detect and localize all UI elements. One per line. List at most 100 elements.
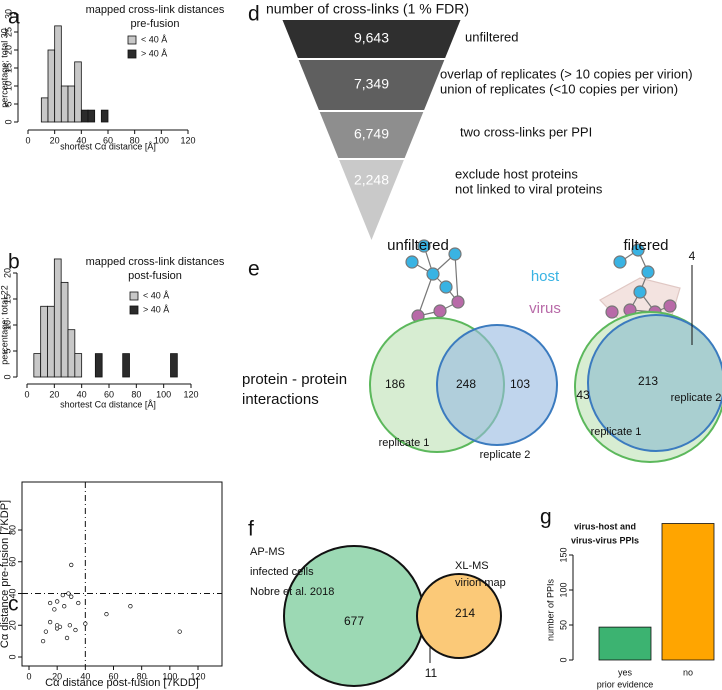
y-axis-label: number of PPIs: [545, 578, 555, 641]
venn-count: 214: [455, 606, 475, 620]
x-tick-label: 80: [131, 389, 141, 399]
point: [60, 592, 65, 598]
y-tick-label: 50: [558, 620, 568, 630]
set-label: replicate 1: [591, 426, 642, 438]
legend-swatch: [127, 35, 137, 45]
point: [40, 638, 46, 644]
chart-title: post-fusion: [128, 270, 182, 282]
diagram-title: unfiltered: [387, 237, 449, 254]
bar: [67, 329, 76, 378]
set-label: Nobre et al. 2018: [250, 586, 334, 598]
bar: [40, 305, 48, 378]
legend-swatch: [129, 305, 139, 315]
band-label: unfiltered: [465, 29, 518, 44]
value-label: 6,749: [354, 126, 389, 142]
point: [47, 619, 53, 625]
legend-swatch: [127, 49, 137, 59]
bar: [122, 353, 130, 378]
point: [55, 599, 60, 604]
chart-title: number of cross-links (1 % FDR): [266, 1, 469, 17]
point: [67, 623, 72, 628]
bar: [598, 626, 652, 661]
y-tick-label: 10: [2, 320, 12, 330]
x-tick-label: 60: [104, 389, 114, 399]
bar: [74, 353, 83, 378]
x-tick-label: 120: [180, 135, 195, 145]
x-tick-label: 60: [108, 671, 118, 681]
funnel-band: [298, 60, 445, 110]
bar: [60, 281, 69, 378]
y-tick-label: 80: [7, 525, 17, 535]
set-label: virion map: [455, 577, 506, 589]
legend-label: < 40 Å: [143, 290, 169, 300]
panel-letter: b: [8, 251, 20, 274]
point: [66, 591, 71, 596]
y-tick-label: 0: [2, 374, 12, 379]
point: [73, 627, 78, 633]
chart-title: mapped cross-link distances: [86, 4, 225, 16]
chart-title: virus-host and: [574, 521, 636, 531]
legend-label: > 40 Å: [143, 304, 169, 314]
venn-count: 677: [344, 614, 364, 628]
y-axis-label: percentage; total 30: [0, 28, 9, 108]
x-tick-label: 0: [26, 671, 31, 681]
y-tick-label: 30: [3, 9, 13, 19]
x-tick-label: 100: [156, 389, 171, 399]
y-tick-label: 40: [7, 588, 17, 598]
legend-label: host: [531, 268, 560, 285]
network-unfiltered: [405, 239, 465, 323]
venn-count: 4: [689, 249, 696, 263]
bar: [170, 353, 178, 378]
band-label: exclude host proteins: [455, 166, 578, 181]
plot-frame: [21, 481, 223, 667]
x-tick-label: yes: [618, 667, 633, 677]
bar: [54, 25, 62, 123]
panel-letter: g: [540, 506, 552, 529]
point: [64, 635, 70, 641]
venn-count: 213: [638, 374, 658, 388]
funnel-band: [319, 112, 424, 158]
y-axis-label: Cα distance pre-fusion [7KDP]: [0, 500, 11, 648]
x-axis-label: shortest Cα distance [Å]: [60, 141, 156, 151]
y-tick-label: 10: [3, 81, 13, 91]
bar: [60, 85, 69, 123]
x-tick-label: 60: [103, 135, 113, 145]
venn-count: 43: [576, 388, 590, 402]
bar: [47, 305, 55, 378]
point: [43, 629, 49, 634]
x-tick-label: 40: [76, 135, 86, 145]
set-label: AP-MS: [250, 546, 285, 558]
venn-circle: [436, 324, 558, 446]
set-label: infected cells: [250, 566, 314, 578]
venn-count: 248: [456, 377, 476, 391]
y-tick-label: 5: [3, 101, 13, 106]
panel-letter: a: [8, 6, 20, 29]
chart-title: mapped cross-link distances: [86, 256, 225, 268]
point: [69, 594, 74, 599]
y-tick-label: 20: [2, 268, 12, 278]
point: [83, 621, 88, 626]
y-tick-label: 0: [3, 119, 13, 124]
set-label: replicate 1: [379, 437, 430, 449]
x-tick-label: 20: [49, 389, 59, 399]
y-tick-label: 0: [558, 657, 568, 662]
value-label: 7,349: [354, 76, 389, 92]
x-tick-label: no: [683, 667, 693, 677]
venn-circle: [587, 314, 722, 452]
point: [52, 607, 57, 612]
point: [76, 600, 81, 606]
x-tick-label: 80: [130, 135, 140, 145]
x-tick-label: 20: [52, 671, 62, 681]
venn-count: 11: [425, 666, 438, 680]
y-tick-label: 100: [558, 582, 568, 597]
funnel-band: [282, 20, 461, 58]
x-tick-label: 120: [190, 671, 205, 681]
x-tick-label: 40: [80, 671, 90, 681]
bar: [80, 109, 89, 123]
x-tick-label: 0: [25, 135, 30, 145]
y-axis-label: percentage; total 22: [0, 285, 9, 365]
legend-label: < 40 Å: [141, 34, 167, 44]
y-tick-label: 20: [7, 620, 17, 630]
bar: [94, 353, 103, 378]
